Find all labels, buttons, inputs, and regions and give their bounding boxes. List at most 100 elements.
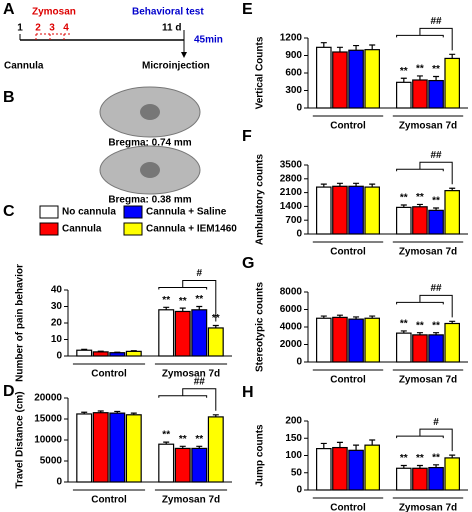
error-bar: [320, 42, 327, 48]
y-tick-label: 600: [285, 68, 302, 79]
panel-label: D: [3, 383, 15, 400]
bracket-label: ##: [431, 150, 443, 161]
y-tick-label: 300: [285, 85, 302, 96]
legend-swatch: [39, 205, 59, 219]
bar: [412, 79, 428, 109]
cannula-label: Cannula: [4, 61, 44, 72]
bar: [92, 351, 109, 357]
error-bar: [369, 183, 376, 188]
section-caption: Bregma: 0.38 mm: [108, 195, 191, 206]
bar: [76, 413, 93, 483]
significance: **: [432, 196, 440, 207]
error-bar: [400, 330, 407, 334]
bracket: [396, 161, 453, 185]
error-bar: [212, 324, 219, 328]
significance: **: [400, 453, 408, 464]
y-tick-label: 10000: [34, 435, 62, 446]
error-bar: [433, 332, 440, 335]
panel-label: A: [3, 1, 15, 18]
y-tick-label: 2000: [280, 339, 303, 350]
panel-label: H: [242, 384, 254, 401]
bar: [125, 414, 142, 483]
y-tick-label: 30: [51, 301, 63, 312]
error-bar: [336, 314, 343, 318]
significance: **: [162, 295, 170, 306]
bar: [207, 327, 224, 357]
y-tick-label: 10: [51, 334, 63, 345]
x-tick-label: Zymosan 7d: [399, 247, 457, 258]
error-bar: [400, 77, 407, 83]
bar: [396, 206, 412, 235]
bar: [174, 447, 191, 483]
bracket: [396, 27, 453, 51]
day: 2: [35, 23, 41, 34]
significance: **: [179, 434, 187, 445]
error-bar: [416, 203, 423, 207]
bar: [191, 447, 208, 483]
bar: [412, 206, 428, 235]
timeline-days: [35, 33, 72, 40]
day-end: 11 d: [162, 23, 181, 34]
bar: [174, 310, 191, 357]
panel-label: E: [242, 1, 253, 18]
bar: [332, 446, 348, 491]
bar: [191, 309, 208, 357]
bar: [364, 317, 380, 363]
bar: [332, 51, 348, 109]
error-bar: [369, 315, 376, 319]
y-tick-label: 50: [291, 467, 303, 478]
y-tick-label: 0: [296, 103, 302, 114]
y-tick-label: 700: [285, 215, 302, 226]
error-bar: [369, 44, 376, 50]
bar: [444, 190, 460, 235]
bar: [332, 185, 348, 235]
x-tick-label: Control: [330, 503, 366, 512]
error-bar: [196, 445, 203, 449]
bar: [428, 466, 444, 491]
y-tick-label: 2800: [280, 173, 303, 184]
significance: **: [195, 294, 203, 305]
bracket-label: #: [196, 268, 202, 279]
error-bar: [81, 348, 88, 351]
y-tick-label: 5000: [40, 456, 63, 467]
bar: [92, 412, 109, 483]
error-bar: [320, 183, 327, 188]
error-bar: [416, 75, 423, 80]
bracket-label: ##: [431, 16, 443, 27]
y-axis-label: Ambulatory counts: [255, 154, 266, 246]
bar: [444, 457, 460, 491]
bar: [207, 416, 224, 483]
day-start: 1: [17, 23, 23, 34]
bar: [396, 81, 412, 109]
y-tick-label: 1400: [280, 201, 303, 212]
error-bar: [353, 444, 360, 451]
y-tick-label: 15000: [34, 414, 62, 425]
error-bar: [196, 305, 203, 310]
y-tick-label: 150: [285, 433, 302, 444]
bar: [348, 449, 364, 491]
error-bar: [179, 307, 186, 312]
bracket: [158, 280, 217, 322]
error-bar: [353, 182, 360, 187]
bracket-label: ##: [194, 376, 206, 387]
day: 3: [49, 23, 55, 34]
error-bar: [369, 439, 376, 446]
error-bar: [320, 442, 327, 449]
y-tick-label: 20: [51, 318, 63, 329]
error-bar: [163, 306, 170, 310]
error-bar: [449, 53, 456, 59]
arrow-head: [181, 52, 187, 58]
day: 4: [63, 23, 69, 34]
error-bar: [97, 410, 104, 413]
y-tick-label: 20000: [34, 393, 62, 404]
error-bar: [336, 46, 343, 52]
panel-label: F: [242, 128, 252, 145]
error-bar: [353, 316, 360, 320]
panel-label: B: [3, 89, 15, 106]
x-tick-label: Control: [330, 375, 366, 386]
x-tick-label: Zymosan 7d: [399, 503, 457, 512]
bar: [364, 186, 380, 235]
error-bar: [433, 207, 440, 211]
panel-label: C: [3, 203, 15, 220]
